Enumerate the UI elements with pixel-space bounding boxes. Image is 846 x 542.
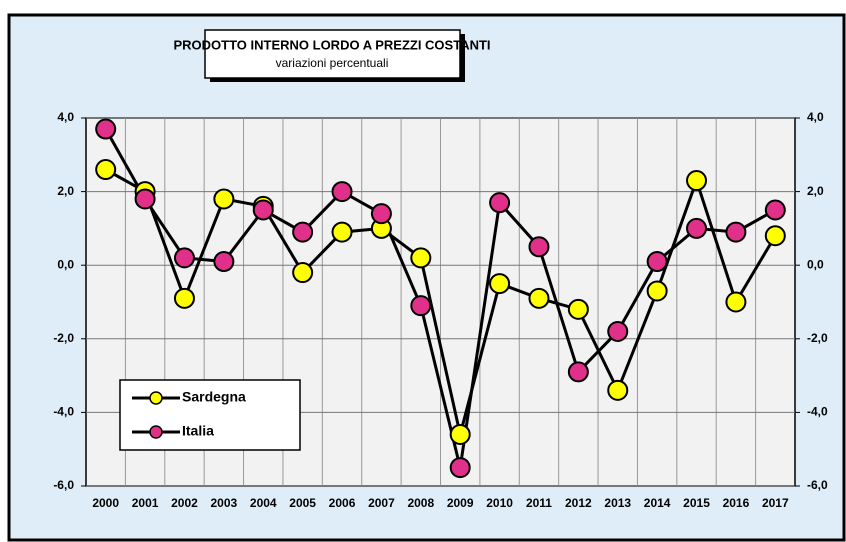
marker (95, 159, 117, 181)
x-tick-label: 2013 (604, 496, 631, 510)
x-tick-label: 2002 (171, 496, 198, 510)
marker (528, 236, 550, 258)
x-tick-label: 2006 (329, 496, 356, 510)
x-tick-label: 2003 (211, 496, 238, 510)
marker (331, 221, 353, 243)
legend-marker (149, 391, 163, 405)
marker (173, 287, 195, 309)
x-tick-label: 2010 (486, 496, 513, 510)
y2-tick-label: -2,0 (807, 331, 828, 345)
marker (764, 199, 786, 221)
grid: -6,0 -6,0 -4,0 -4,0 -2,0 -2,0 0,0 0,0 2,0 2,0 4,0 4… (53, 110, 828, 510)
marker (292, 262, 314, 284)
y2-tick-label: 4,0 (807, 110, 824, 124)
marker (567, 298, 589, 320)
marker (252, 199, 274, 221)
marker (173, 247, 195, 269)
x-tick-label: 2000 (92, 496, 119, 510)
marker (567, 361, 589, 383)
y2-tick-label: -6,0 (807, 478, 828, 492)
marker (213, 251, 235, 273)
x-tick-label: 2011 (526, 496, 552, 510)
y-tick-label: -2,0 (53, 331, 74, 345)
marker (764, 225, 786, 247)
y2-tick-label: -4,0 (807, 405, 828, 419)
marker (725, 221, 747, 243)
x-tick-label: 2014 (644, 496, 671, 510)
x-tick-label: 2008 (407, 496, 434, 510)
marker (489, 273, 511, 295)
marker (489, 192, 511, 214)
marker (607, 379, 629, 401)
marker (686, 170, 708, 192)
marker (449, 423, 471, 445)
x-tick-label: 2016 (723, 496, 750, 510)
y-tick-label: -6,0 (53, 478, 74, 492)
marker (449, 457, 471, 479)
y2-tick-label: 2,0 (807, 184, 824, 198)
marker (607, 320, 629, 342)
marker (134, 188, 156, 210)
chart-subtitle: variazioni percentuali (276, 56, 389, 70)
y-tick-label: -4,0 (53, 405, 74, 419)
y-tick-label: 0,0 (57, 257, 74, 271)
marker (646, 251, 668, 273)
marker (725, 291, 747, 313)
y-tick-label: 4,0 (57, 110, 74, 124)
x-tick-label: 2009 (447, 496, 474, 510)
legend-box (119, 379, 301, 451)
marker (410, 247, 432, 269)
data (95, 118, 786, 479)
marker (213, 188, 235, 210)
legend: Sardegna Italia (119, 379, 301, 451)
x-tick-label: 2017 (762, 496, 789, 510)
y2-tick-label: 0,0 (807, 257, 824, 271)
series-line (104, 168, 777, 435)
marker (646, 280, 668, 302)
marker (331, 181, 353, 203)
x-tick-label: 2015 (683, 496, 710, 510)
legend-marker (149, 425, 163, 439)
marker (686, 217, 708, 239)
x-tick-label: 2012 (565, 496, 592, 510)
legend-label: Italia (182, 423, 214, 439)
x-tick-label: 2004 (250, 496, 277, 510)
chart-title: PRODOTTO INTERNO LORDO A PREZZI COSTANTI (173, 37, 490, 52)
marker (370, 203, 392, 225)
marker (95, 118, 117, 140)
x-tick-label: 2005 (289, 496, 316, 510)
y-tick-label: 2,0 (57, 184, 74, 198)
marker (410, 295, 432, 317)
legend-label: Sardegna (182, 389, 246, 405)
marker (528, 287, 550, 309)
x-tick-label: 2007 (368, 496, 395, 510)
title-box (204, 29, 461, 79)
marker (292, 221, 314, 243)
x-tick-label: 2001 (132, 496, 159, 510)
